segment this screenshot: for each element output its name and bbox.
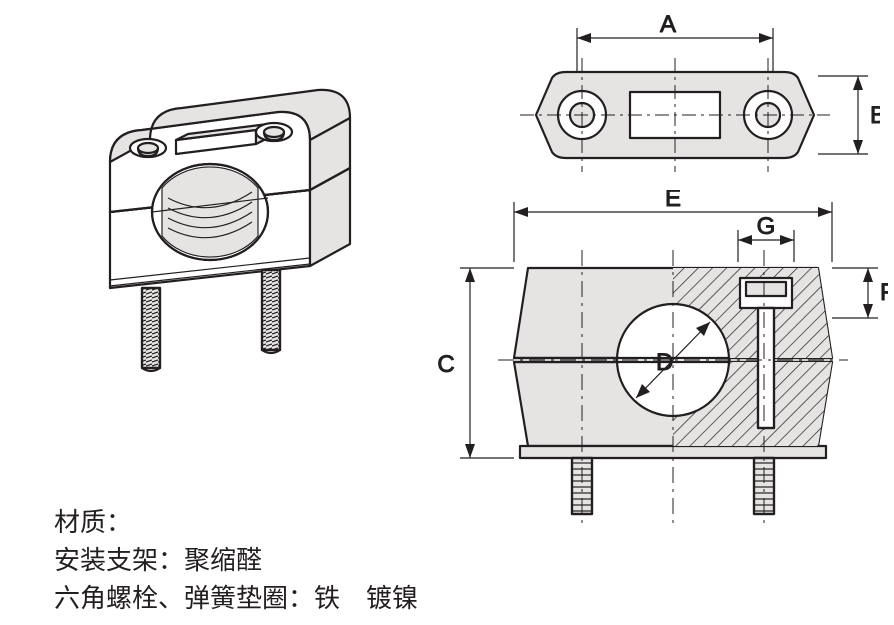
dim-b-label: B	[870, 102, 880, 129]
dim-g-label: G	[757, 213, 776, 240]
dim-d-label: D	[656, 349, 673, 376]
material-line3: 六角螺栓、弹簧垫圈：铁 镀镍	[54, 578, 418, 615]
front-view: E G F C	[408, 190, 888, 540]
dim-c-label: C	[437, 351, 454, 378]
dim-f-label: F	[880, 279, 888, 306]
iso-view	[50, 48, 370, 418]
top-view: A B	[470, 10, 880, 190]
material-line2: 安装支架：聚缩醛	[54, 540, 262, 577]
dim-a-label: A	[660, 11, 676, 38]
dim-e-label: E	[665, 190, 681, 212]
material-line1: 材质：	[54, 502, 132, 539]
